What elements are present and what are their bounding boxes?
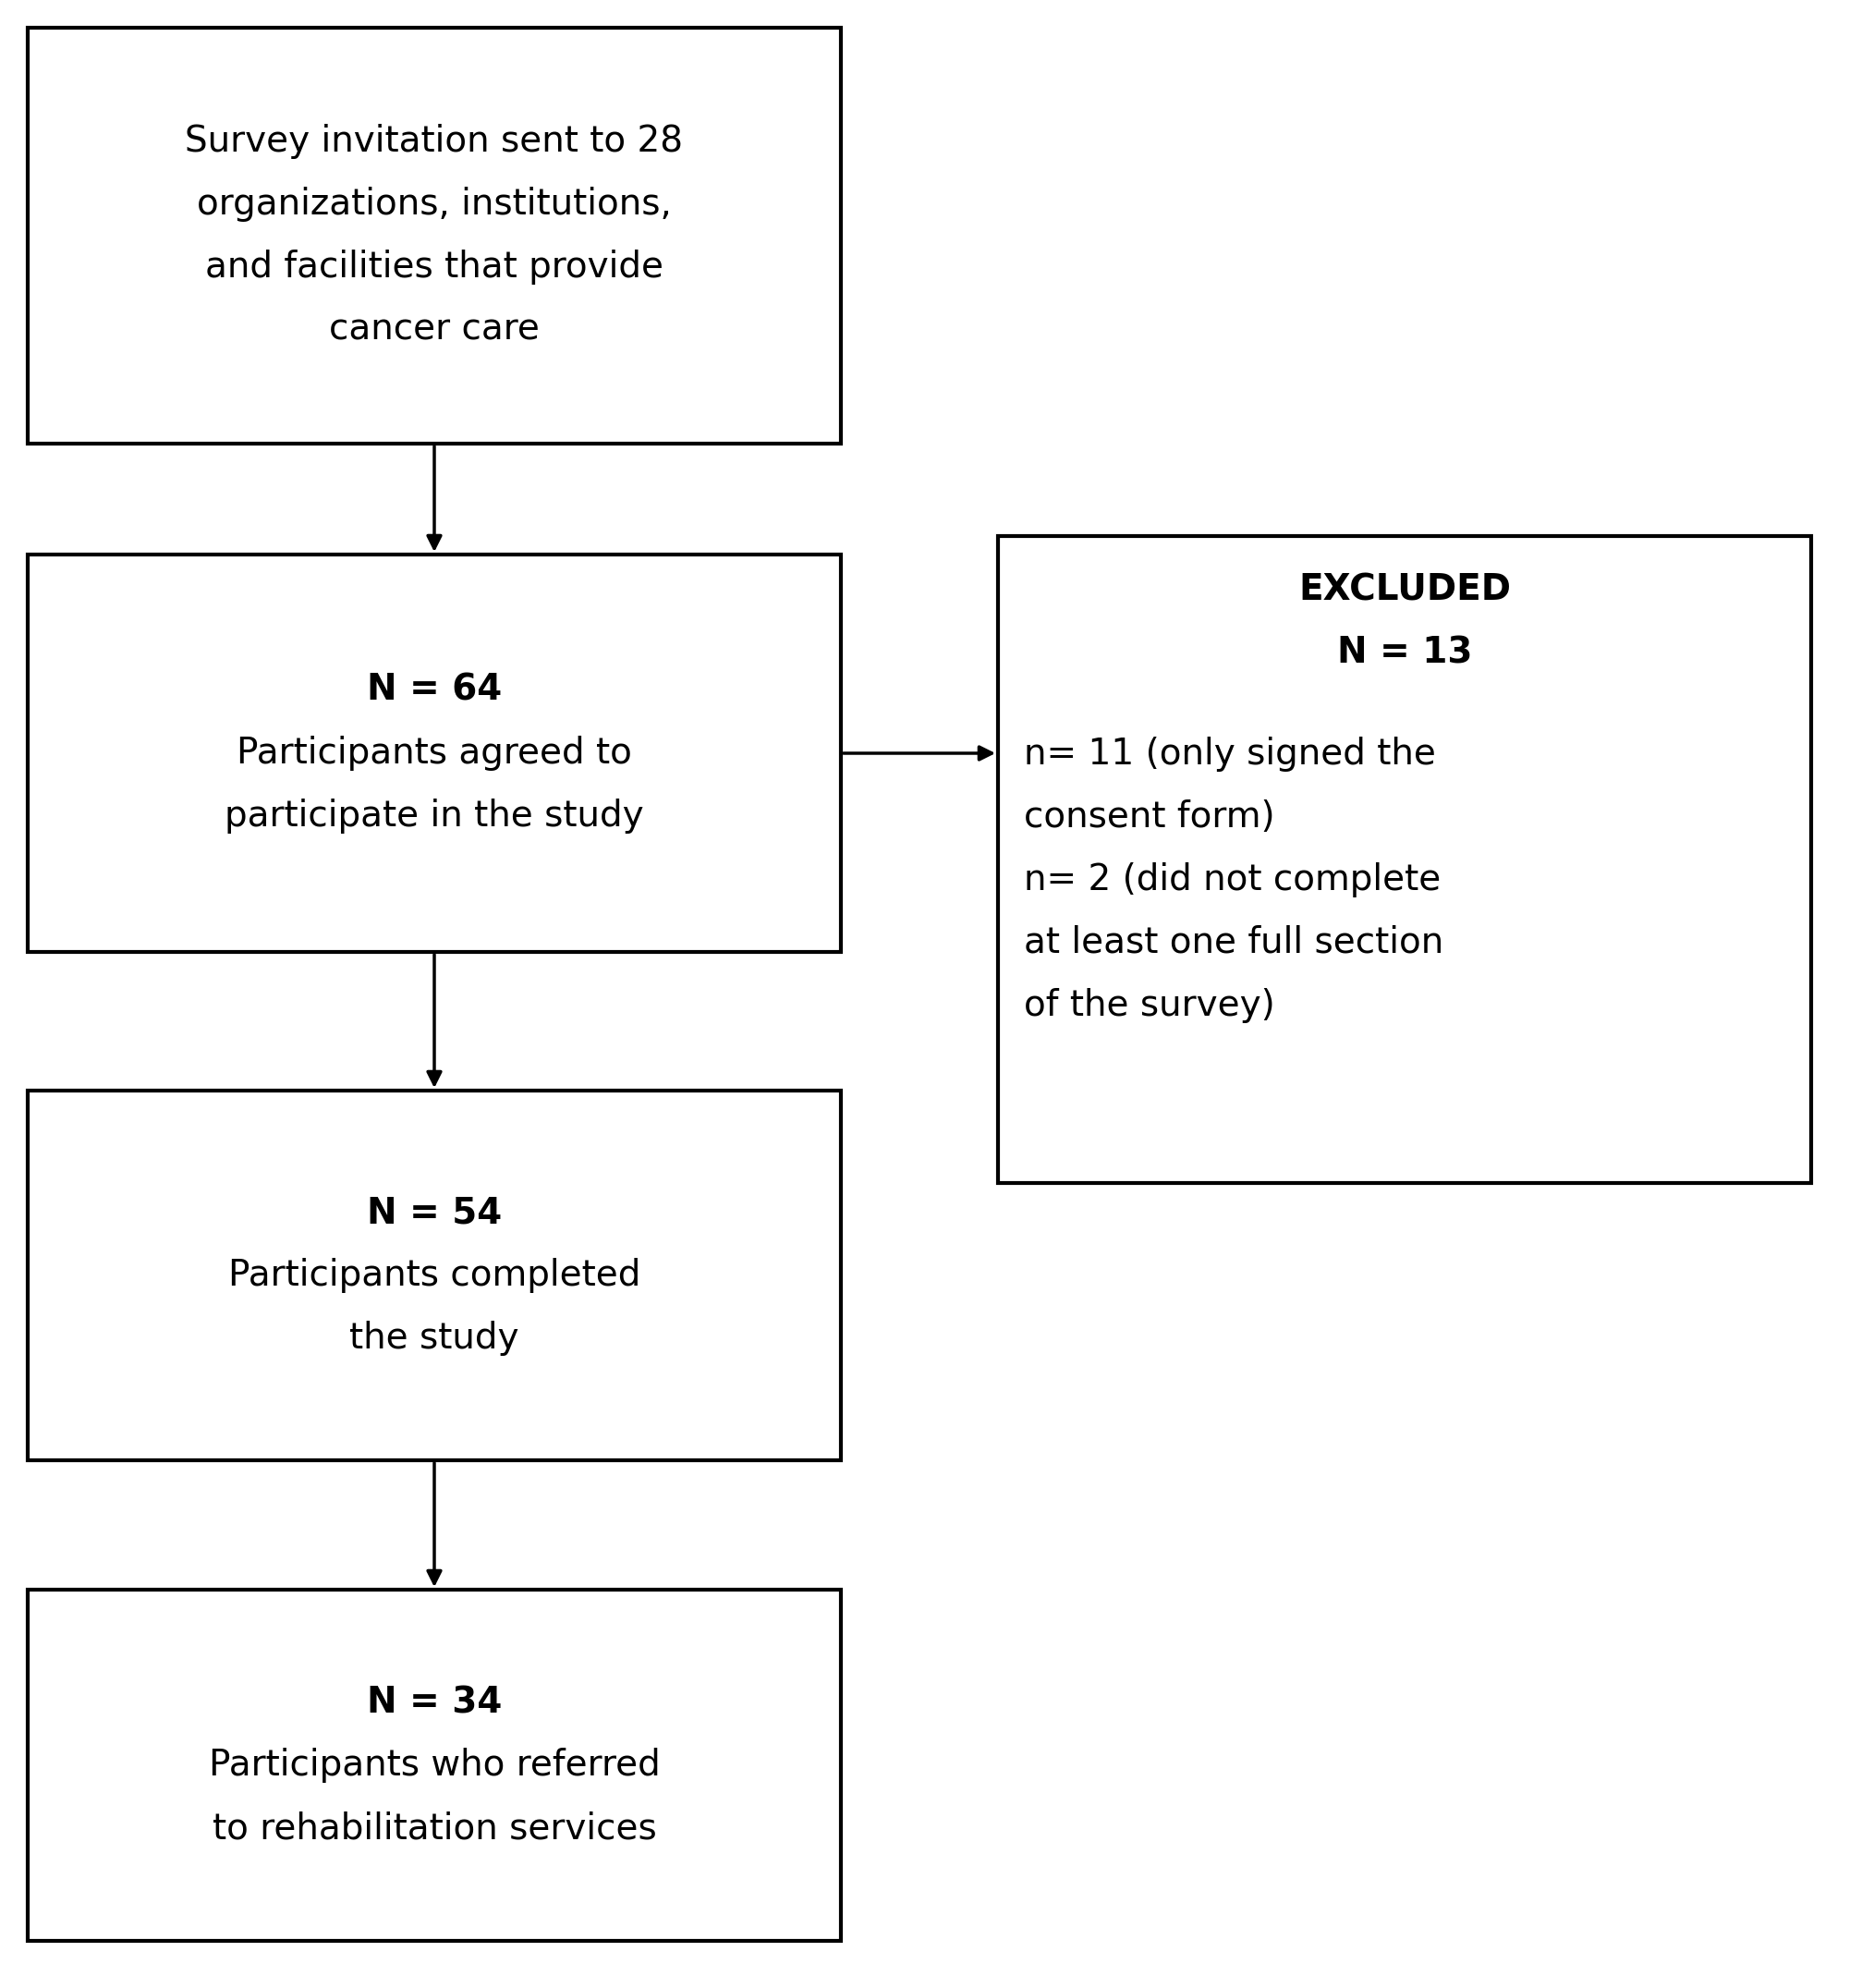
- Text: the study: the study: [350, 1320, 519, 1356]
- Text: at least one full section: at least one full section: [1023, 924, 1443, 960]
- Text: n= 2 (did not complete: n= 2 (did not complete: [1023, 863, 1441, 897]
- Text: n= 11 (only signed the: n= 11 (only signed the: [1023, 736, 1435, 771]
- Text: cancer care: cancer care: [330, 312, 540, 348]
- Text: N = 13: N = 13: [1336, 636, 1473, 672]
- Text: consent form): consent form): [1023, 799, 1274, 835]
- Text: participate in the study: participate in the study: [225, 799, 645, 833]
- Bar: [999, 537, 1810, 1183]
- Text: N = 54: N = 54: [367, 1195, 502, 1231]
- Text: Participants agreed to: Participants agreed to: [236, 736, 632, 771]
- Text: Survey invitation sent to 28: Survey invitation sent to 28: [186, 123, 684, 159]
- Text: organizations, institutions,: organizations, institutions,: [197, 187, 671, 223]
- Text: N = 34: N = 34: [367, 1686, 502, 1720]
- Text: Participants completed: Participants completed: [229, 1258, 641, 1292]
- Text: EXCLUDED: EXCLUDED: [1299, 573, 1510, 608]
- Text: Participants who referred: Participants who referred: [208, 1747, 660, 1783]
- Text: and facilities that provide: and facilities that provide: [204, 250, 663, 284]
- Text: of the survey): of the survey): [1023, 988, 1274, 1024]
- Bar: [28, 1091, 841, 1461]
- Text: N = 64: N = 64: [367, 672, 502, 708]
- Text: to rehabilitation services: to rehabilitation services: [212, 1811, 656, 1845]
- Bar: [28, 28, 841, 443]
- Bar: [28, 555, 841, 952]
- Bar: [28, 1590, 841, 1940]
